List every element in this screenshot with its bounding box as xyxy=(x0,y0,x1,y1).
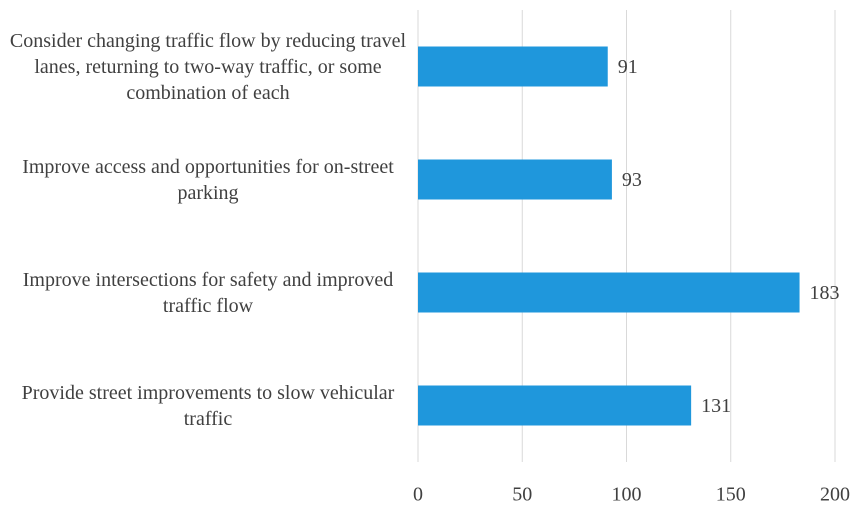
x-tick-label: 150 xyxy=(716,484,746,506)
bar xyxy=(418,159,612,200)
x-tick-label: 50 xyxy=(512,484,532,506)
bar xyxy=(418,385,692,426)
y-tick-label: Improve access and opportunities for on-… xyxy=(22,155,394,204)
y-tick-label: Consider changing traffic flow by reduci… xyxy=(9,29,407,104)
data-label: 93 xyxy=(622,169,642,191)
x-tick-label: 100 xyxy=(612,484,642,506)
data-label: 131 xyxy=(701,395,731,417)
data-label: 91 xyxy=(618,56,638,78)
x-tick-label: 200 xyxy=(820,484,850,506)
bar xyxy=(418,272,800,313)
x-tick-label: 0 xyxy=(413,484,423,506)
y-tick-label: Provide street improvements to slow vehi… xyxy=(21,381,395,430)
y-tick-label: Improve intersections for safety and imp… xyxy=(22,268,394,317)
data-label: 183 xyxy=(810,282,840,304)
bar xyxy=(418,46,608,87)
